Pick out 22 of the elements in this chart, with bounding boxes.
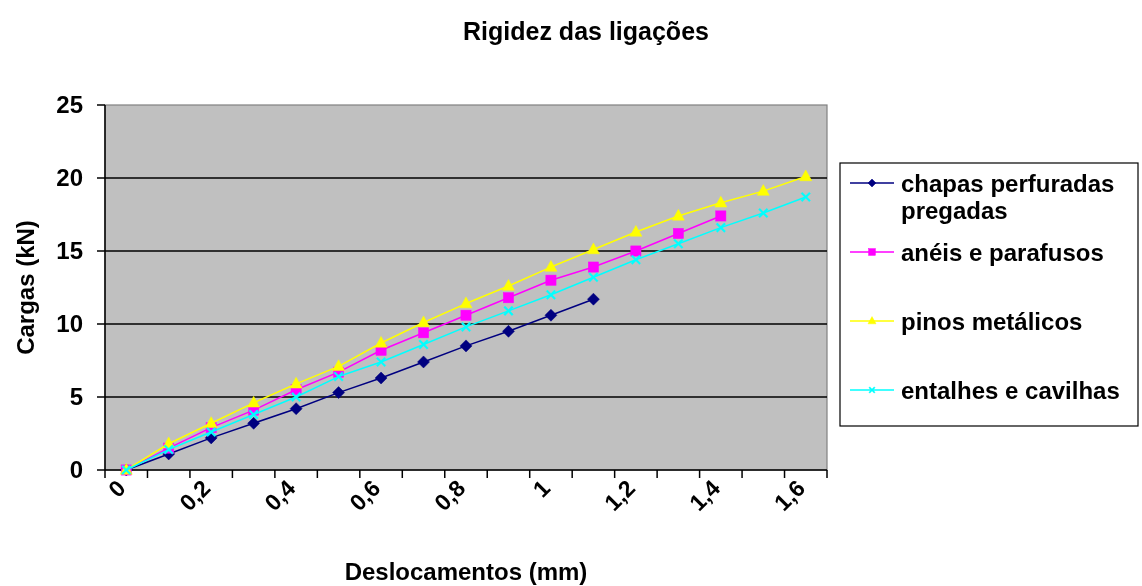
x-tick-label: 0	[103, 474, 131, 503]
y-tick-label: 5	[69, 383, 83, 411]
x-tick-label: 0,4	[259, 474, 301, 516]
y-tick-label: 0	[69, 456, 83, 484]
x-tick-label: 0,2	[174, 474, 216, 516]
y-axis-title: Cargas (kN)	[12, 220, 39, 355]
y-tick-label: 25	[56, 91, 83, 119]
x-axis-title: Deslocamentos (mm)	[344, 558, 588, 585]
y-tick-label: 10	[56, 310, 83, 338]
legend-label: entalhes e cavilhas	[901, 377, 1120, 404]
x-tick-label: 1	[527, 474, 556, 503]
x-tick-label: 0,6	[344, 474, 386, 516]
x-tick-label: 1,2	[599, 474, 641, 516]
chart-title: Rigidez das ligações	[463, 17, 709, 45]
x-tick-label: 1,6	[768, 474, 810, 516]
legend-label: anéis e parafusos	[901, 239, 1104, 266]
legend-label: chapas perfuradas pregadas	[901, 170, 1115, 224]
y-tick-label: 20	[56, 164, 83, 192]
x-tick-label: 0,8	[429, 474, 471, 516]
y-tick-label: 15	[56, 237, 83, 265]
legend-label: pinos metálicos	[901, 308, 1083, 335]
x-tick-label: 1,4	[684, 474, 726, 516]
